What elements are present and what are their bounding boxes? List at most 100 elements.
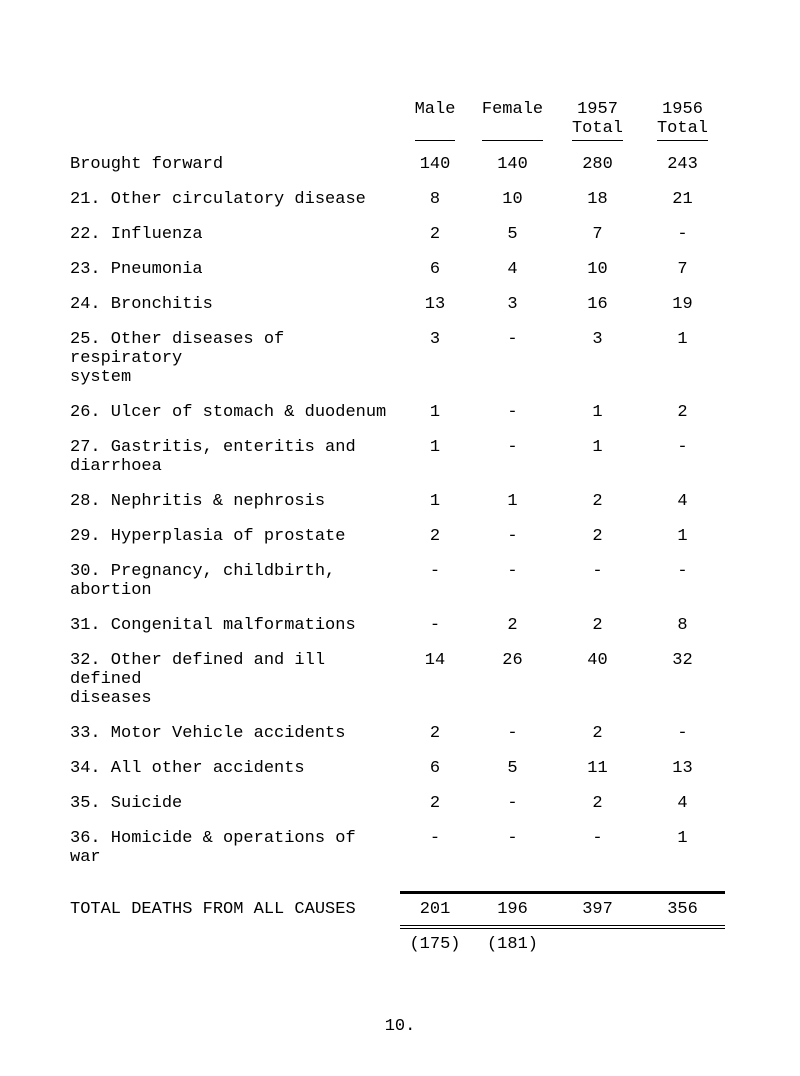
cell-male: 2 (400, 527, 470, 546)
paren-male: (175) (400, 935, 470, 954)
row-label: 31. Congenital malformations (70, 616, 400, 635)
cell-t57: 1 (555, 438, 640, 476)
cell-t56: - (640, 438, 725, 476)
cell-female: - (470, 527, 555, 546)
paren-female: (181) (470, 935, 555, 954)
cell-female: - (470, 330, 555, 387)
cell-female: 26 (470, 651, 555, 708)
table-header: Male Female 1957 Total 1956 Total (70, 100, 740, 141)
table-row: Brought forward140140280243 (70, 155, 740, 174)
cell-t57: 3 (555, 330, 640, 387)
cell-t57: 280 (555, 155, 640, 174)
cell-t56: 8 (640, 616, 725, 635)
cell-male: 2 (400, 794, 470, 813)
row-label: 32. Other defined and ill defined diseas… (70, 651, 400, 708)
cell-t57: 10 (555, 260, 640, 279)
cell-t56: 4 (640, 794, 725, 813)
row-label: 22. Influenza (70, 225, 400, 244)
row-label: 24. Bronchitis (70, 295, 400, 314)
cell-male: 2 (400, 225, 470, 244)
total-male: 201 (400, 900, 470, 919)
cell-male: 3 (400, 330, 470, 387)
table-row: 27. Gastritis, enteritis and diarrhoea1-… (70, 438, 740, 476)
paren-row: (175) (181) (70, 935, 740, 954)
cell-t57: 2 (555, 724, 640, 743)
cell-t56: - (640, 225, 725, 244)
cell-female: 10 (470, 190, 555, 209)
cell-male: 14 (400, 651, 470, 708)
cell-male: - (400, 829, 470, 867)
cell-t56: - (640, 724, 725, 743)
row-label: 26. Ulcer of stomach & duodenum (70, 403, 400, 422)
cell-female: 4 (470, 260, 555, 279)
table-row: 21. Other circulatory disease8101821 (70, 190, 740, 209)
cell-t56: 2 (640, 403, 725, 422)
cell-female: - (470, 403, 555, 422)
table-row: 33. Motor Vehicle accidents2-2- (70, 724, 740, 743)
table-row: 36. Homicide & operations of war---1 (70, 829, 740, 867)
table-row: 34. All other accidents651113 (70, 759, 740, 778)
row-label: 34. All other accidents (70, 759, 400, 778)
cell-t57: 11 (555, 759, 640, 778)
cell-t56: 4 (640, 492, 725, 511)
total-label: TOTAL DEATHS FROM ALL CAUSES (70, 900, 400, 919)
total-section: TOTAL DEATHS FROM ALL CAUSES 201 196 397… (70, 891, 740, 954)
cell-t57: 2 (555, 794, 640, 813)
total-rule-top (70, 891, 740, 894)
cell-t56: 7 (640, 260, 725, 279)
total-rule-double (70, 925, 740, 929)
cell-male: 6 (400, 260, 470, 279)
cell-female: 2 (470, 616, 555, 635)
col-header-1956: 1956 Total (640, 100, 725, 141)
table-row: 25. Other diseases of respiratory system… (70, 330, 740, 387)
cell-t56: 1 (640, 330, 725, 387)
row-label: 33. Motor Vehicle accidents (70, 724, 400, 743)
row-label: 28. Nephritis & nephrosis (70, 492, 400, 511)
cell-t57: 18 (555, 190, 640, 209)
row-label: 29. Hyperplasia of prostate (70, 527, 400, 546)
cell-t56: 1 (640, 829, 725, 867)
cell-female: - (470, 794, 555, 813)
cell-male: 13 (400, 295, 470, 314)
cell-t56: 32 (640, 651, 725, 708)
cell-male: 1 (400, 438, 470, 476)
cell-t57: 40 (555, 651, 640, 708)
total-female: 196 (470, 900, 555, 919)
cell-t57: - (555, 562, 640, 600)
table-row: 22. Influenza257- (70, 225, 740, 244)
table-row: 29. Hyperplasia of prostate2-21 (70, 527, 740, 546)
cell-male: - (400, 562, 470, 600)
table-row: 30. Pregnancy, childbirth, abortion---- (70, 562, 740, 600)
cell-female: 5 (470, 225, 555, 244)
cell-male: 2 (400, 724, 470, 743)
cell-male: 1 (400, 403, 470, 422)
cell-female: - (470, 562, 555, 600)
row-label: 25. Other diseases of respiratory system (70, 330, 400, 387)
page-number: 10. (385, 1017, 416, 1036)
cell-male: - (400, 616, 470, 635)
cell-female: - (470, 724, 555, 743)
cell-t57: 2 (555, 492, 640, 511)
cell-t57: 16 (555, 295, 640, 314)
cell-male: 8 (400, 190, 470, 209)
cell-female: 3 (470, 295, 555, 314)
cell-t56: 13 (640, 759, 725, 778)
cell-male: 6 (400, 759, 470, 778)
cell-t56: 21 (640, 190, 725, 209)
cell-t57: 2 (555, 616, 640, 635)
cell-male: 1 (400, 492, 470, 511)
deaths-table: Male Female 1957 Total 1956 Total Brough… (70, 100, 740, 954)
cell-female: 140 (470, 155, 555, 174)
cell-t56: 19 (640, 295, 725, 314)
cell-male: 140 (400, 155, 470, 174)
row-label: 36. Homicide & operations of war (70, 829, 400, 867)
row-label: 27. Gastritis, enteritis and diarrhoea (70, 438, 400, 476)
table-row: 24. Bronchitis1331619 (70, 295, 740, 314)
cell-t57: 7 (555, 225, 640, 244)
cell-t57: - (555, 829, 640, 867)
table-row: 35. Suicide2-24 (70, 794, 740, 813)
table-body: Brought forward140140280243 21. Other cir… (70, 155, 740, 867)
cell-female: - (470, 438, 555, 476)
cell-t56: - (640, 562, 725, 600)
row-label: 21. Other circulatory disease (70, 190, 400, 209)
